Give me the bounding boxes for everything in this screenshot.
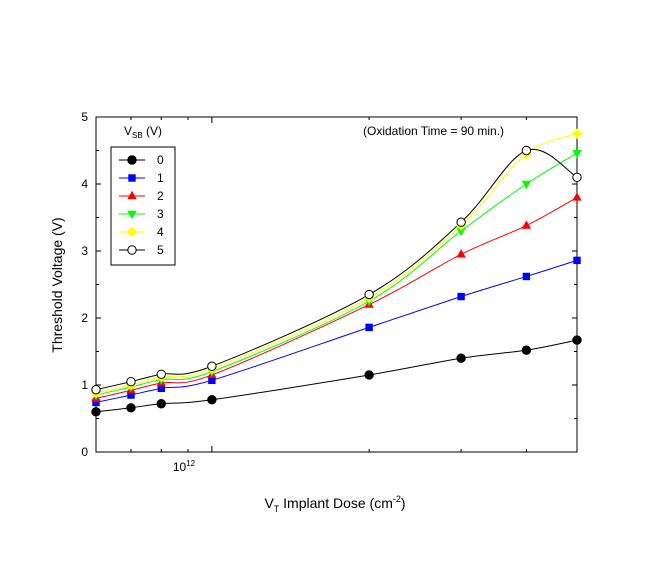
y-axis-label: Threshold Voltage (V) — [49, 217, 65, 352]
series-lines — [95, 133, 578, 413]
legend-label-1: 1 — [157, 171, 164, 185]
data-point-series-3 — [456, 227, 466, 237]
data-point-series-0 — [156, 399, 166, 409]
y-tick-label: 4 — [81, 177, 88, 191]
data-point-series-4 — [571, 128, 583, 139]
legend-box — [110, 146, 176, 266]
data-point-series-0 — [207, 395, 217, 405]
data-point-series-2 — [456, 249, 466, 258]
series-line-1 — [95, 259, 578, 403]
legend: 0 1 2 3 4 5 — [110, 146, 176, 266]
data-point-series-1 — [522, 272, 531, 281]
data-point-series-1 — [457, 292, 465, 301]
legend-label-5: 5 — [157, 243, 164, 257]
data-point-series-1 — [92, 398, 100, 407]
data-point-series-0 — [91, 407, 101, 417]
plot-frame: 0 1 2 3 4 5 — [81, 110, 578, 459]
data-point-series-1 — [127, 391, 135, 399]
y-tick-label: 3 — [81, 244, 88, 258]
data-point-series-3 — [572, 149, 582, 159]
series-line-4 — [95, 133, 578, 394]
data-point-series-5 — [456, 217, 466, 227]
legend-label-3: 3 — [157, 207, 164, 221]
legend-marker-3 — [127, 210, 137, 220]
annotation-oxidation-time: (Oxidation Time = 90 min.) — [363, 124, 504, 138]
series-line-0 — [95, 339, 578, 413]
data-point-series-0 — [456, 353, 466, 363]
data-point-series-2 — [521, 220, 532, 229]
legend-marker-5 — [127, 245, 137, 255]
legend-marker-2 — [127, 190, 137, 200]
data-point-series-0 — [572, 335, 582, 345]
x-tick-label: 1012 — [173, 459, 196, 474]
legend-marker-0 — [127, 155, 137, 165]
series-line-5 — [95, 148, 578, 391]
data-point-series-0 — [126, 403, 136, 413]
y-tick-label: 0 — [81, 445, 88, 459]
series-markers — [90, 128, 583, 417]
data-point-series-1 — [365, 323, 373, 332]
data-point-series-1 — [573, 256, 581, 265]
data-point-series-5 — [91, 384, 101, 395]
data-point-series-2 — [572, 192, 582, 201]
data-point-series-3 — [521, 180, 532, 190]
data-point-series-5 — [364, 289, 374, 300]
legend-label-2: 2 — [157, 189, 164, 203]
y-tick-label: 2 — [81, 311, 88, 325]
data-point-series-5 — [572, 172, 582, 183]
data-point-series-0 — [364, 370, 374, 380]
y-tick-label: 1 — [81, 378, 88, 392]
data-point-series-5 — [207, 361, 217, 371]
legend-title: VSB (V) — [124, 124, 162, 140]
x-axis-label: VT Implant Dose (cm-2) — [264, 494, 405, 514]
legend-marker-1 — [128, 174, 136, 182]
data-point-series-0 — [521, 345, 532, 355]
data-point-series-1 — [208, 376, 216, 385]
data-point-series-5 — [521, 145, 532, 156]
data-point-series-5 — [156, 369, 166, 379]
legend-label-4: 4 — [157, 225, 164, 239]
data-point-series-1 — [157, 384, 165, 393]
data-point-series-5 — [126, 376, 136, 387]
legend-label-0: 0 — [157, 153, 164, 167]
y-tick-label: 5 — [81, 110, 88, 124]
legend-marker-4 — [126, 226, 138, 238]
series-line-2 — [95, 196, 578, 399]
series-line-3 — [95, 152, 578, 396]
